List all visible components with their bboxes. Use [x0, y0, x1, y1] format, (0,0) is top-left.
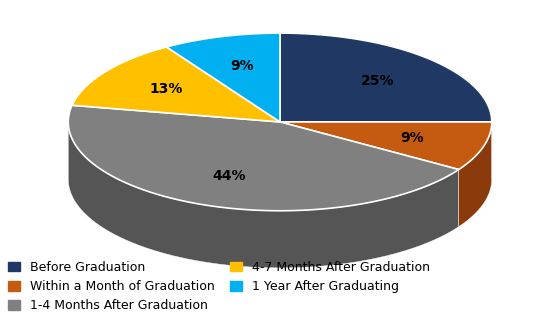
Polygon shape — [280, 33, 492, 122]
Text: 44%: 44% — [213, 169, 246, 183]
Text: 9%: 9% — [400, 131, 424, 145]
Polygon shape — [72, 47, 280, 122]
Polygon shape — [459, 122, 492, 227]
Text: 9%: 9% — [230, 60, 254, 74]
Polygon shape — [68, 123, 459, 268]
Text: 25%: 25% — [361, 74, 394, 88]
Legend: Before Graduation, Within a Month of Graduation, 1-4 Months After Graduation, 4-: Before Graduation, Within a Month of Gra… — [8, 261, 431, 312]
Text: 13%: 13% — [150, 83, 183, 97]
Polygon shape — [68, 105, 459, 211]
Polygon shape — [166, 33, 280, 122]
Polygon shape — [280, 122, 492, 170]
